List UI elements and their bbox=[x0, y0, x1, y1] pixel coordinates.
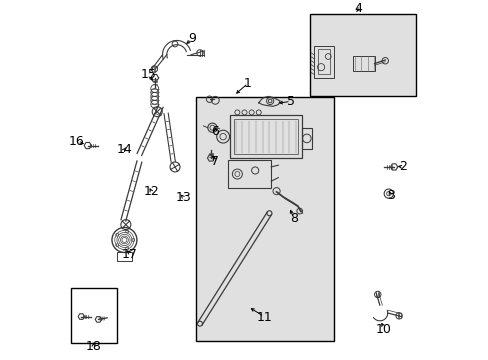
Bar bbox=[352, 57, 374, 71]
Text: 3: 3 bbox=[386, 189, 394, 202]
Text: 16: 16 bbox=[68, 135, 84, 148]
Bar bbox=[313, 46, 333, 78]
Text: 11: 11 bbox=[256, 311, 271, 324]
Text: 13: 13 bbox=[176, 191, 191, 204]
Text: 9: 9 bbox=[187, 32, 195, 45]
Bar bbox=[230, 115, 301, 158]
Text: 4: 4 bbox=[354, 2, 362, 15]
Text: 17: 17 bbox=[122, 248, 138, 261]
Text: 2: 2 bbox=[398, 161, 406, 174]
Bar bbox=[310, 14, 415, 96]
Text: 5: 5 bbox=[286, 95, 294, 108]
Bar bbox=[317, 49, 329, 74]
Text: 14: 14 bbox=[116, 143, 132, 156]
Text: 18: 18 bbox=[85, 340, 101, 353]
Text: 6: 6 bbox=[211, 125, 219, 138]
Text: 7: 7 bbox=[211, 155, 219, 168]
Text: 8: 8 bbox=[289, 212, 297, 225]
Text: 1: 1 bbox=[244, 77, 251, 90]
Bar bbox=[233, 119, 297, 154]
Bar bbox=[301, 128, 311, 149]
Bar bbox=[196, 98, 333, 342]
Bar bbox=[70, 288, 117, 343]
Bar bbox=[228, 160, 271, 188]
Text: 15: 15 bbox=[141, 68, 157, 81]
Bar bbox=[117, 252, 131, 261]
Text: 12: 12 bbox=[143, 185, 160, 198]
Text: 10: 10 bbox=[375, 323, 390, 336]
